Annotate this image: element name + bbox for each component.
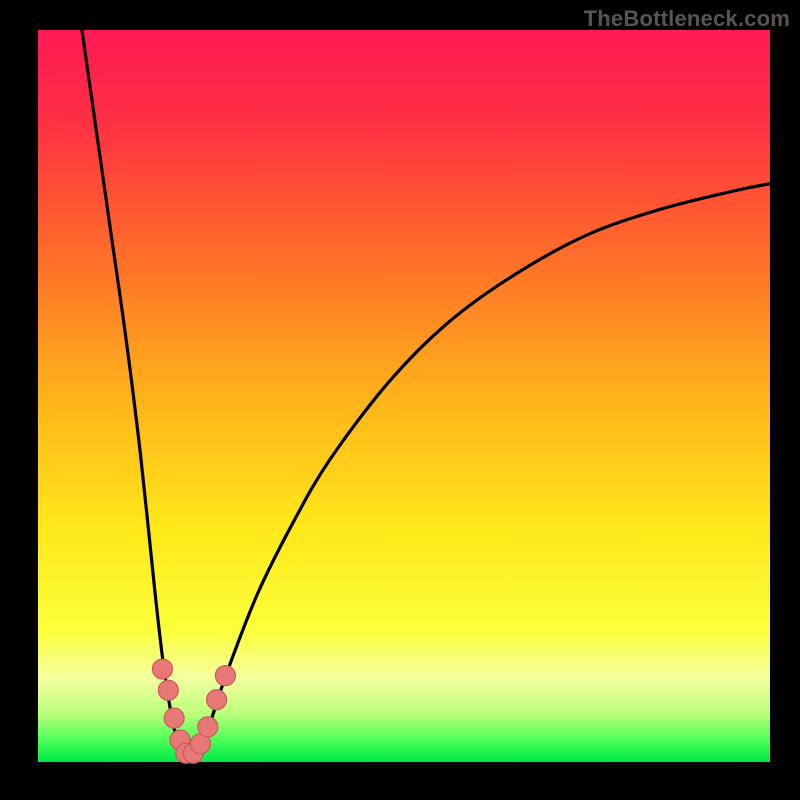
watermark-text: TheBottleneck.com <box>584 6 790 32</box>
marker-dot <box>207 690 227 710</box>
marker-dot <box>215 666 235 686</box>
marker-dot <box>198 717 218 737</box>
marker-dot <box>158 680 178 700</box>
marker-dot <box>152 659 172 679</box>
bottleneck-plot <box>0 0 800 800</box>
marker-dot <box>164 708 184 728</box>
plot-background <box>38 30 770 762</box>
chart-stage: TheBottleneck.com <box>0 0 800 800</box>
